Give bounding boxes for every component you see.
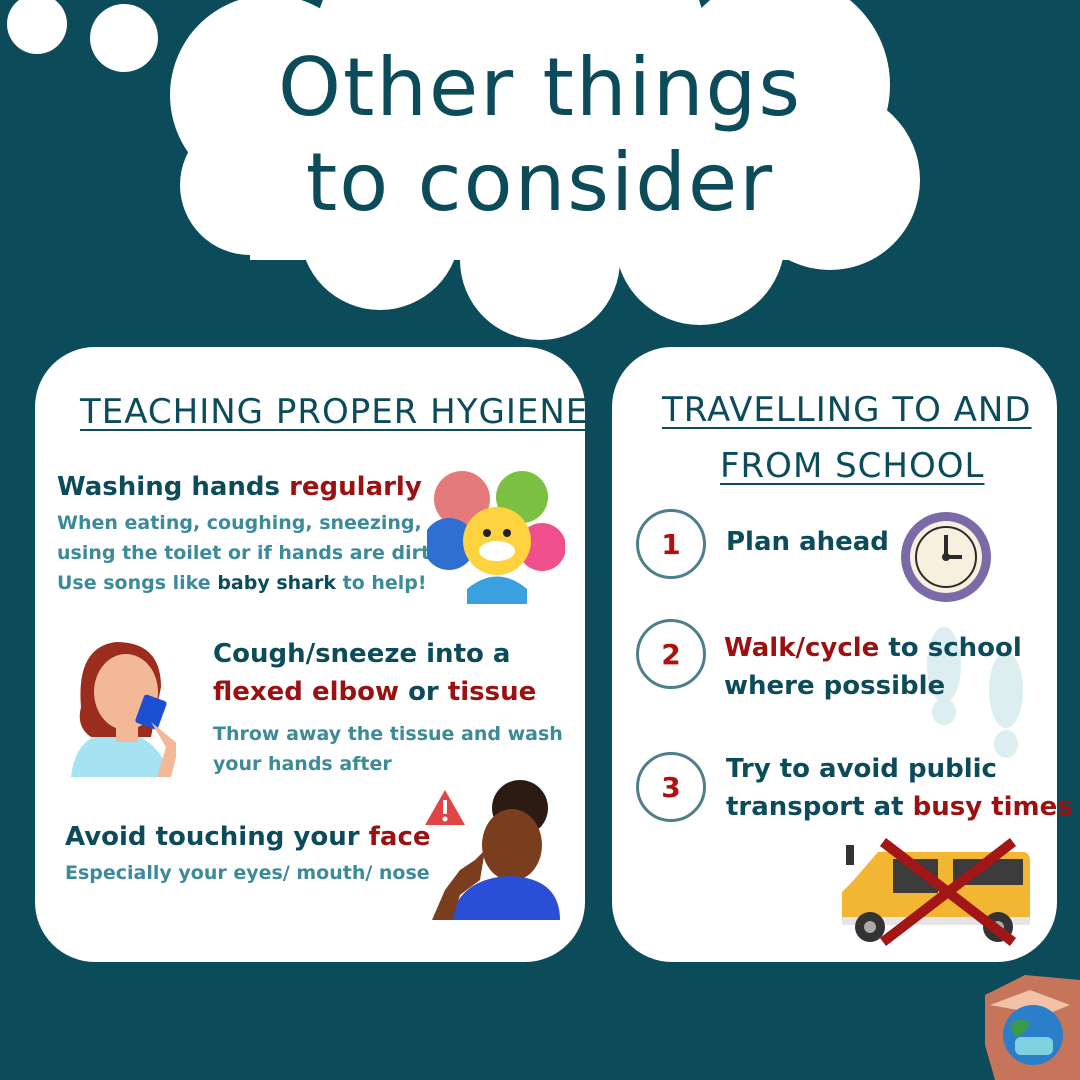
wash-line-3-post: to help! — [336, 572, 427, 594]
travel-title-line-1: Travelling to and — [662, 390, 1032, 430]
step-2-text: Walk/cycle to school where possible — [724, 629, 1022, 705]
cloud-body — [170, 0, 920, 340]
globe-hands-logo — [985, 975, 1080, 1080]
hygiene-title: Teaching proper hygiene — [80, 392, 589, 432]
step-1-number: 1 — [636, 509, 706, 579]
wash-hands-section: Washing hands regularly When eating, cou… — [57, 472, 442, 598]
cough-line-2: your hands after — [213, 753, 392, 775]
step-3-text: Try to avoid public transport at busy ti… — [726, 750, 1073, 826]
wash-line-3-pre: Use songs like — [57, 572, 218, 594]
hygiene-card: Teaching proper hygiene Washing hands re… — [35, 347, 589, 962]
step-3-pre: transport at — [726, 792, 913, 822]
step-2-number: 2 — [636, 619, 706, 689]
cloud-bubble-small — [7, 0, 67, 54]
footsteps-icon — [927, 627, 1023, 758]
title-line-1: Other things — [277, 41, 803, 134]
baby-shark-icon — [427, 471, 565, 607]
step-2-plain: to school — [879, 633, 1022, 663]
clock-icon — [901, 512, 991, 602]
step-2-emph: Walk/cycle — [724, 633, 880, 663]
cough-emph-elbow: flexed elbow — [213, 677, 400, 707]
thought-cloud — [7, 0, 920, 340]
cross-line-2 — [879, 838, 1017, 946]
crossed-out-bus-icon — [842, 838, 1030, 946]
cloud-bubble-medium — [90, 4, 158, 72]
cough-emph-tissue: tissue — [447, 677, 537, 707]
cough-mid: or — [399, 677, 448, 707]
page-title: Other things to consider — [0, 40, 1080, 230]
travel-title: Travelling to and — [662, 382, 1032, 438]
baby-shark-text: baby shark — [217, 572, 336, 594]
step-3-number: 3 — [636, 752, 706, 822]
face-heading-emph: face — [368, 822, 431, 852]
person-coughing-tissue-icon — [71, 642, 176, 777]
face-section: Avoid touching your face Especially your… — [65, 822, 431, 888]
step-2-line-2: where possible — [724, 671, 946, 701]
person-touching-face-icon — [425, 780, 560, 920]
face-heading: Avoid touching your — [65, 822, 369, 852]
cough-line-1: Throw away the tissue and wash — [213, 723, 563, 745]
wash-line-1: When eating, coughing, sneezing, — [57, 512, 422, 534]
travel-title-line-2: from school — [720, 446, 985, 486]
step-3-line-1: Try to avoid public — [726, 754, 997, 784]
step-1-text: Plan ahead — [726, 527, 889, 557]
face-line-1: Especially your eyes/ mouth/ nose — [65, 862, 430, 884]
cough-section: Cough/sneeze into a flexed elbow or tiss… — [213, 635, 563, 779]
travel-card: Travelling to and from school 1 Plan ahe… — [612, 347, 1073, 962]
title-line-2: to consider — [305, 136, 775, 229]
wash-heading: Washing hands — [57, 472, 290, 502]
step-3-emph: busy times — [912, 792, 1073, 822]
wash-heading-emph: regularly — [289, 472, 422, 502]
wash-line-2: using the toilet or if hands are dirty — [57, 542, 443, 564]
cough-heading: Cough/sneeze into a — [213, 639, 511, 669]
